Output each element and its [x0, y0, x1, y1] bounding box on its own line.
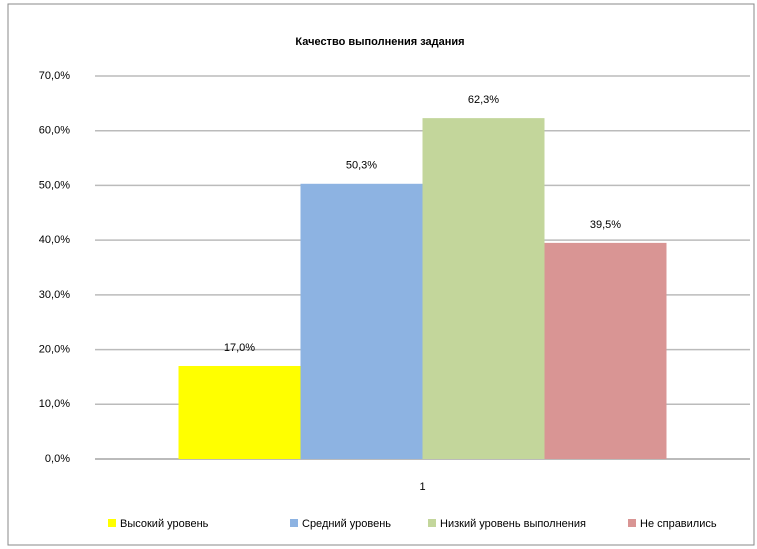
bar — [178, 365, 301, 459]
y-tick-label: 30,0% — [39, 289, 70, 301]
y-tick-label: 40,0% — [39, 234, 70, 246]
y-tick-label: 10,0% — [39, 398, 70, 410]
y-tick-label: 0,0% — [45, 453, 70, 465]
bar — [300, 183, 423, 459]
legend-label: Не справились — [640, 518, 717, 530]
data-label: 17,0% — [224, 342, 255, 354]
x-tick-label: 1 — [419, 481, 425, 493]
legend-swatch — [290, 519, 298, 527]
legend-swatch — [628, 519, 636, 527]
legend-label: Низкий уровень выполнения — [440, 518, 586, 530]
y-tick-label: 70,0% — [39, 70, 70, 82]
legend-swatch — [108, 519, 116, 527]
y-tick-label: 50,0% — [39, 179, 70, 191]
y-tick-label: 20,0% — [39, 343, 70, 355]
bar — [422, 118, 545, 459]
data-label: 39,5% — [590, 219, 621, 231]
legend-label: Средний уровень — [302, 518, 391, 530]
legend-label: Высокий уровень — [120, 518, 209, 530]
y-tick-label: 60,0% — [39, 125, 70, 137]
bar — [544, 242, 667, 459]
legend-swatch — [428, 519, 436, 527]
data-label: 62,3% — [468, 94, 499, 106]
chart-title: Качество выполнения задания — [295, 36, 464, 48]
data-label: 50,3% — [346, 160, 377, 172]
